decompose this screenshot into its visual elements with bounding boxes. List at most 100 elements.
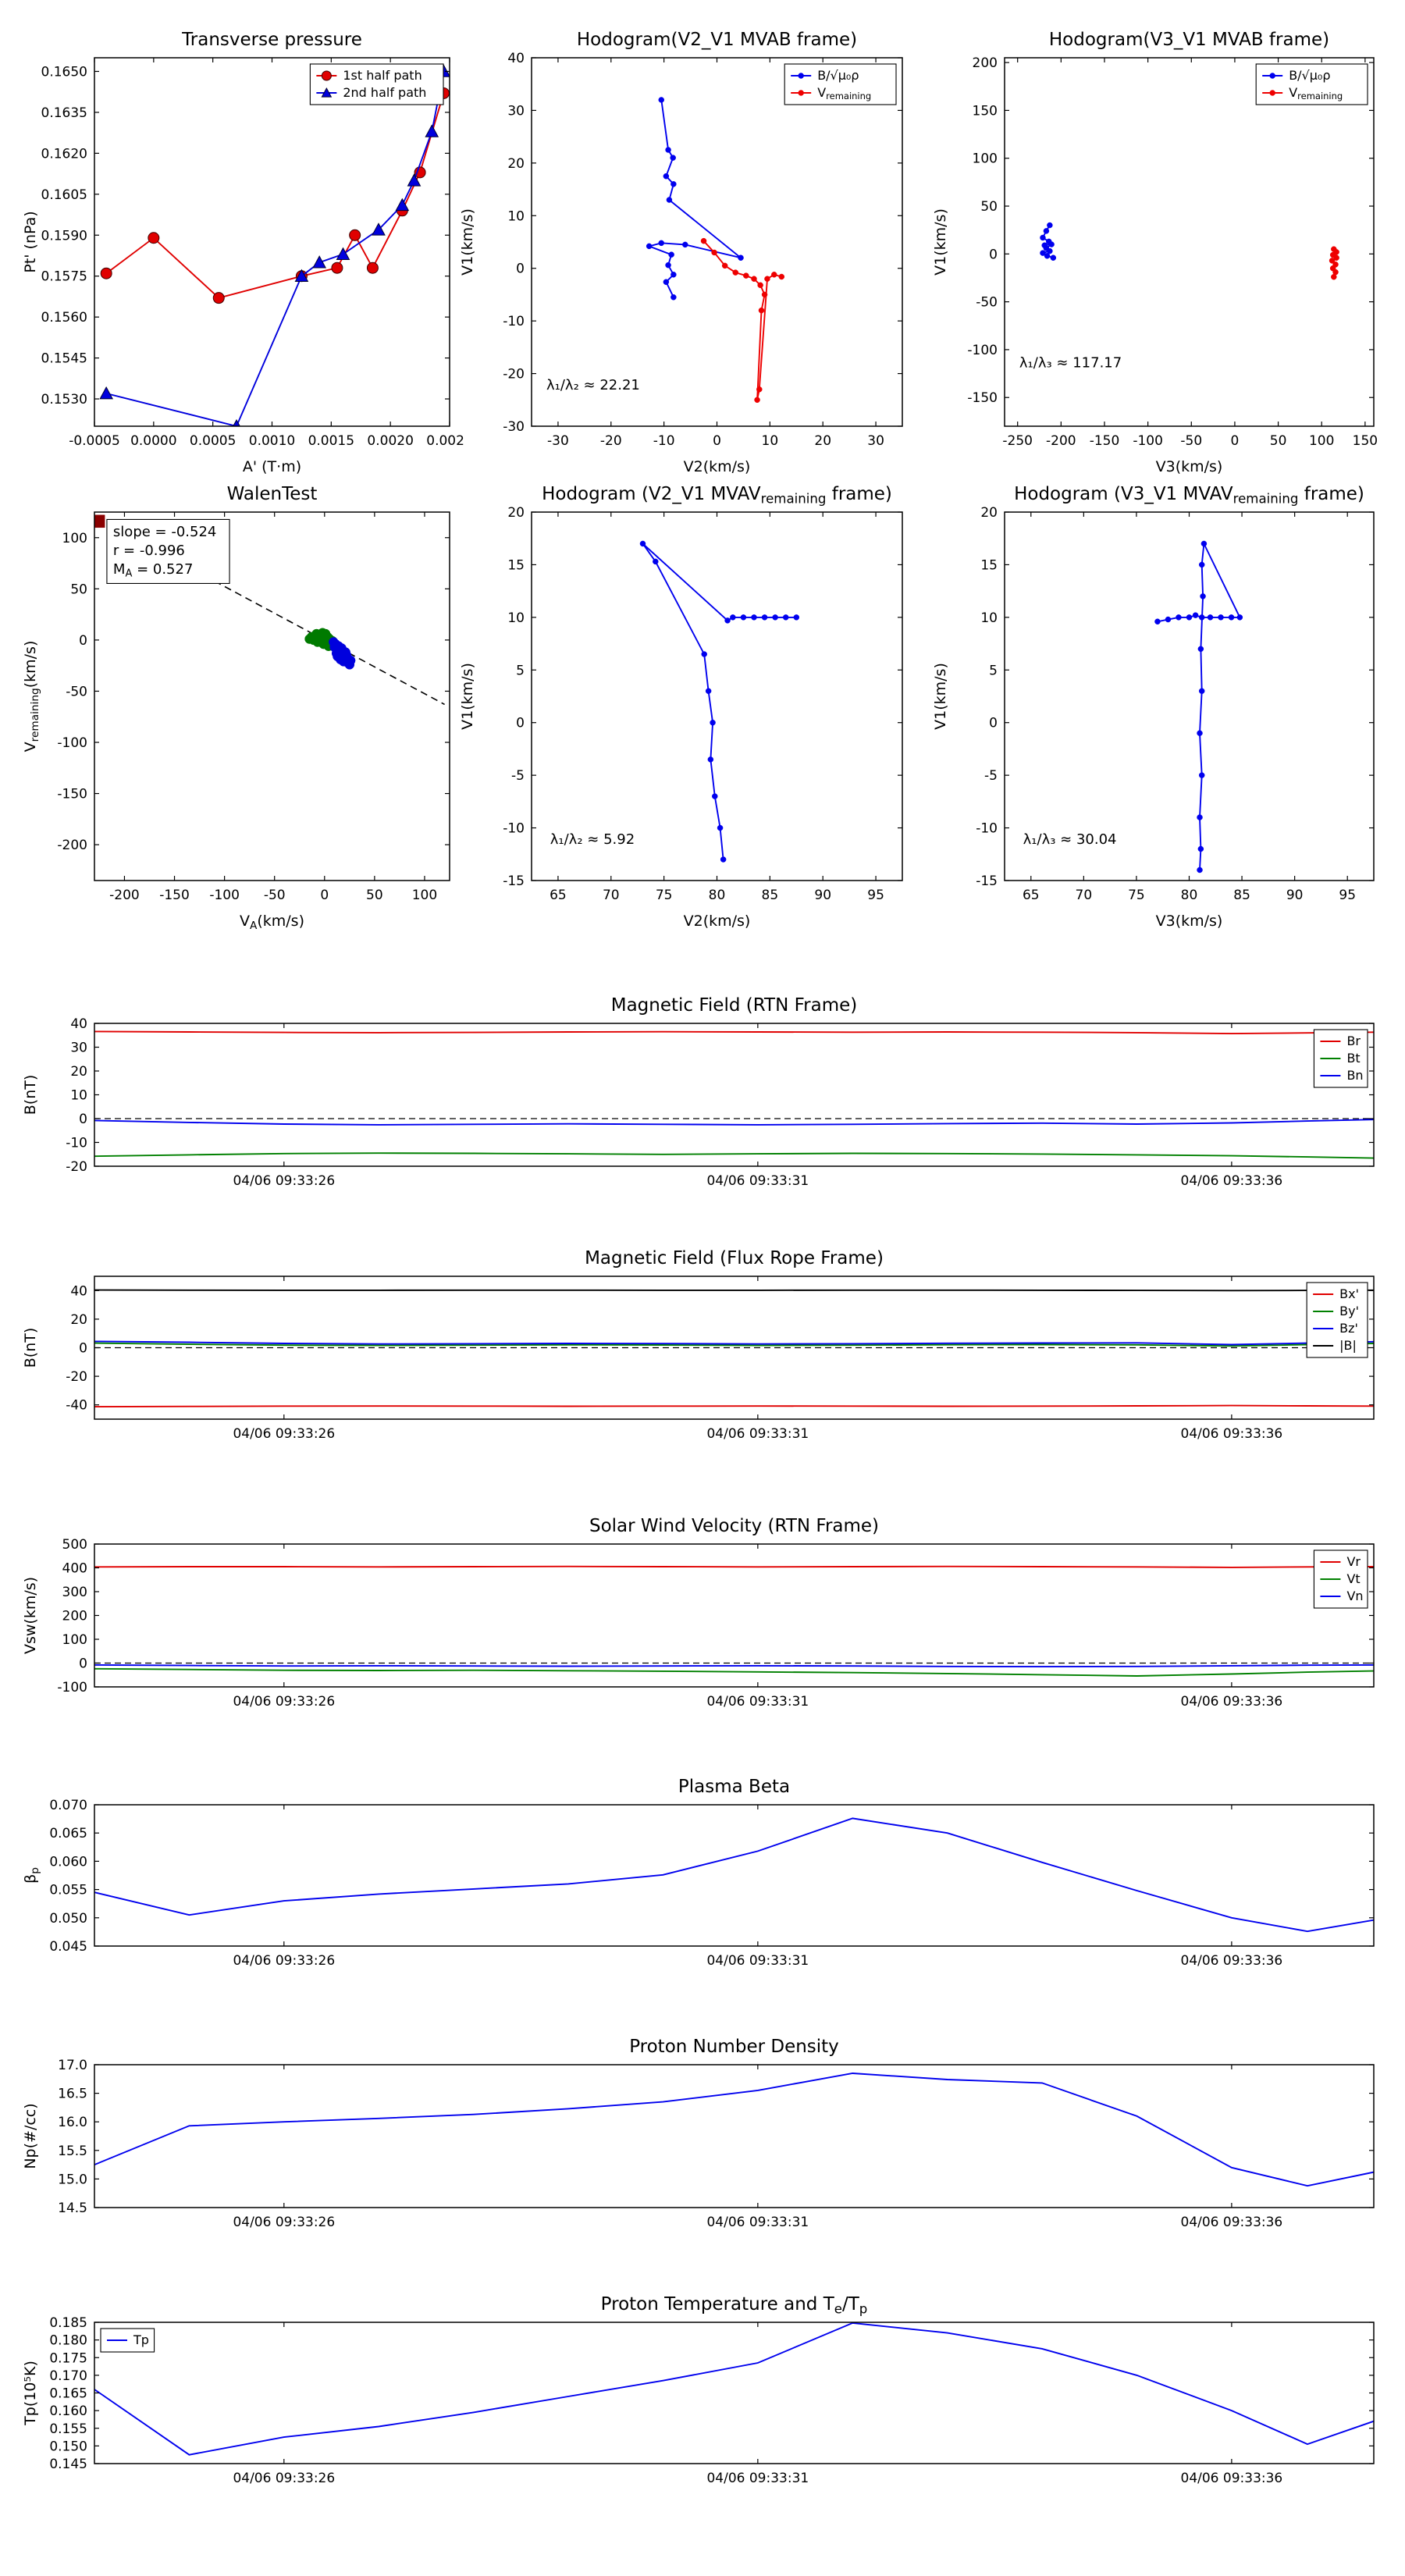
svg-text:5: 5	[989, 663, 998, 678]
svg-text:40: 40	[70, 1283, 87, 1299]
svg-text:04/06 09:33:36: 04/06 09:33:36	[1181, 1953, 1283, 1969]
svg-text:0.165: 0.165	[49, 2386, 87, 2402]
svg-text:65: 65	[550, 888, 567, 903]
svg-text:85: 85	[1233, 888, 1250, 903]
svg-text:0.060: 0.060	[49, 1854, 87, 1870]
chart-transverse-pressure: -0.0005 0.0000 0.0005 0.0010 0.0015 0.0020 0.0…	[16, 11, 473, 496]
svg-text:Magnetic Field (RTN Frame): Magnetic Field (RTN Frame)	[611, 995, 858, 1016]
svg-text:04/06 09:33:31: 04/06 09:33:31	[706, 1173, 809, 1189]
svg-text:-15: -15	[976, 873, 998, 889]
svg-text:Transverse pressure: Transverse pressure	[181, 30, 362, 50]
svg-text:-150: -150	[1090, 433, 1120, 449]
svg-text:λ₁/λ₃ ≈ 117.17: λ₁/λ₃ ≈ 117.17	[1019, 354, 1122, 371]
svg-text:-100: -100	[967, 343, 998, 358]
svg-text:Np(#/cc): Np(#/cc)	[22, 2103, 39, 2169]
chart-magnetic-field-rtn: 04/06 09:33:26 04/06 09:33:31 04/06 09:33:…	[16, 980, 1389, 1205]
svg-text:By': By'	[1339, 1304, 1359, 1318]
svg-text:80: 80	[1181, 888, 1198, 903]
svg-text:04/06 09:33:26: 04/06 09:33:26	[233, 2471, 335, 2486]
svg-text:-40: -40	[66, 1398, 87, 1414]
chart-canvas: 65 70 75 80 85 90 95 -15 -10 -5 0 5 10 15 20 Hodogram (…	[459, 484, 903, 930]
svg-text:30: 30	[70, 1041, 87, 1056]
svg-text:0.155: 0.155	[49, 2421, 87, 2437]
svg-text:-250: -250	[1002, 433, 1033, 449]
svg-text:04/06 09:33:26: 04/06 09:33:26	[233, 1173, 335, 1189]
svg-text:-15: -15	[503, 873, 525, 889]
svg-text:10: 10	[507, 610, 525, 626]
svg-text:Hodogram(V3_V1 MVAB frame): Hodogram(V3_V1 MVAB frame)	[1049, 30, 1329, 50]
chart-canvas: -250 -200 -150 -100 -50 0 50 100 150 -150 -100 -50 0…	[932, 30, 1378, 475]
svg-text:10: 10	[507, 208, 525, 224]
svg-text:-10: -10	[66, 1136, 87, 1151]
svg-text:100: 100	[1309, 433, 1334, 449]
svg-text:Vremaining: Vremaining	[1289, 85, 1343, 101]
svg-text:0.150: 0.150	[49, 2439, 87, 2454]
svg-text:5: 5	[516, 663, 525, 678]
svg-text:0: 0	[989, 247, 998, 262]
svg-text:Bz': Bz'	[1339, 1321, 1358, 1336]
svg-text:Vn: Vn	[1346, 1589, 1363, 1603]
svg-text:-5: -5	[511, 768, 525, 784]
svg-text:0: 0	[79, 1112, 87, 1127]
svg-text:Tp: Tp	[133, 2332, 149, 2347]
svg-text:80: 80	[709, 888, 726, 903]
svg-text:85: 85	[762, 888, 779, 903]
svg-text:04/06 09:33:36: 04/06 09:33:36	[1181, 1173, 1283, 1189]
svg-text:-20: -20	[503, 367, 525, 382]
svg-text:04/06 09:33:31: 04/06 09:33:31	[706, 1953, 809, 1969]
svg-text:2nd half path: 2nd half path	[343, 85, 426, 100]
svg-text:0.1620: 0.1620	[41, 146, 87, 162]
svg-text:|B|: |B|	[1339, 1338, 1357, 1353]
svg-text:Hodogram (V2_V1 MVAVremaining: Hodogram (V2_V1 MVAVremaining frame)	[542, 484, 892, 507]
chart-proton-number-density: 04/06 09:33:26 04/06 09:33:31 04/06 09:33:…	[16, 2022, 1389, 2247]
svg-text:A' (T·m): A' (T·m)	[243, 458, 301, 475]
svg-text:0.0010: 0.0010	[249, 433, 295, 449]
svg-text:0.1545: 0.1545	[41, 351, 87, 367]
svg-text:0: 0	[516, 716, 525, 731]
svg-text:50: 50	[980, 199, 998, 215]
chart-canvas: 04/06 09:33:26 04/06 09:33:31 04/06 09:33:…	[22, 2294, 1375, 2486]
svg-text:50: 50	[70, 582, 87, 597]
svg-text:0.180: 0.180	[49, 2333, 87, 2349]
svg-text:-20: -20	[66, 1159, 87, 1175]
svg-text:Bt: Bt	[1346, 1051, 1360, 1066]
svg-text:400: 400	[62, 1561, 87, 1577]
svg-text:10: 10	[980, 610, 998, 626]
svg-text:04/06 09:33:31: 04/06 09:33:31	[706, 2471, 809, 2486]
svg-text:Br: Br	[1346, 1034, 1361, 1048]
svg-text:Vremaining(km/s): Vremaining(km/s)	[22, 641, 41, 753]
svg-text:-200: -200	[109, 888, 140, 903]
svg-text:0.1560: 0.1560	[41, 310, 87, 326]
svg-text:10: 10	[70, 1088, 87, 1104]
svg-text:20: 20	[980, 505, 998, 521]
svg-text:200: 200	[62, 1609, 87, 1624]
svg-text:-100: -100	[209, 888, 240, 903]
svg-text:Hodogram (V3_V1 MVAVremaining: Hodogram (V3_V1 MVAVremaining frame)	[1014, 484, 1364, 507]
svg-text:200: 200	[973, 55, 998, 71]
svg-text:-150: -150	[159, 888, 190, 903]
svg-text:-20: -20	[66, 1369, 87, 1385]
svg-text:30: 30	[867, 433, 884, 449]
svg-text:14.5: 14.5	[58, 2201, 87, 2216]
chart-canvas: 04/06 09:33:26 04/06 09:33:31 04/06 09:33:…	[22, 1777, 1375, 1969]
chart-canvas: 04/06 09:33:26 04/06 09:33:31 04/06 09:33:…	[22, 1248, 1375, 1442]
svg-text:0: 0	[713, 433, 721, 449]
svg-text:0.065: 0.065	[49, 1826, 87, 1841]
svg-text:150: 150	[973, 103, 998, 119]
svg-text:-0.0005: -0.0005	[69, 433, 120, 449]
svg-text:λ₁/λ₂ ≈ 5.92: λ₁/λ₂ ≈ 5.92	[550, 831, 635, 848]
svg-text:04/06 09:33:36: 04/06 09:33:36	[1181, 1426, 1283, 1442]
chart-canvas: 04/06 09:33:26 04/06 09:33:31 04/06 09:33:…	[22, 1516, 1375, 1710]
svg-text:0: 0	[989, 716, 998, 731]
svg-text:B/√μ₀ρ: B/√μ₀ρ	[1289, 68, 1330, 83]
svg-text:Proton Number Density: Proton Number Density	[629, 2037, 839, 2057]
svg-text:500: 500	[62, 1537, 87, 1553]
svg-text:V1(km/s): V1(km/s)	[932, 663, 949, 730]
svg-text:-10: -10	[653, 433, 675, 449]
svg-text:0.1530: 0.1530	[41, 392, 87, 407]
svg-text:04/06 09:33:36: 04/06 09:33:36	[1181, 2471, 1283, 2486]
chart-canvas: -30 -20 -10 0 10 20 30 -30 -20 -10 0 10 20 30 40 Hodogr…	[459, 30, 903, 475]
svg-text:V3(km/s): V3(km/s)	[1156, 458, 1223, 475]
svg-text:-200: -200	[1046, 433, 1076, 449]
svg-text:17.0: 17.0	[58, 2058, 87, 2073]
